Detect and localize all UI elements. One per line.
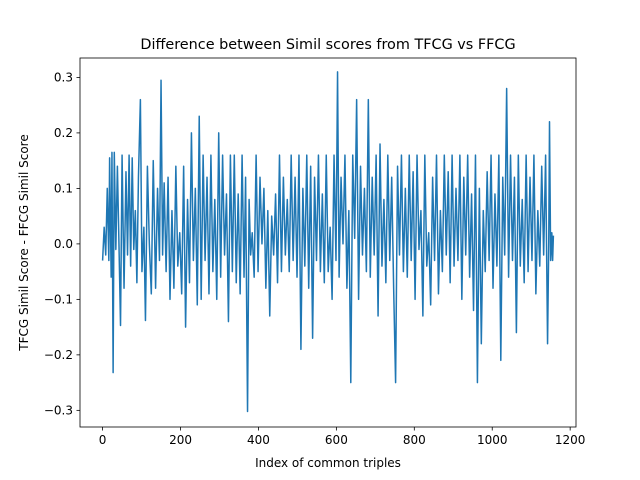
plot-frame xyxy=(79,57,577,428)
y-tick-label: 0.1 xyxy=(54,181,73,195)
y-axis-ticks: −0.3 −0.2 −0.1 0.0 0.1 0.2 0.3 xyxy=(44,70,80,417)
x-tick-label: 0 xyxy=(99,433,107,447)
y-tick-label: 0.3 xyxy=(54,70,73,84)
x-tick-label: 800 xyxy=(403,433,426,447)
y-tick-label: 0.0 xyxy=(54,237,73,251)
x-axis-ticks: 0 200 400 600 800 1000 1200 xyxy=(99,427,586,447)
x-axis-label: Index of common triples xyxy=(255,456,401,470)
y-tick-label: −0.1 xyxy=(44,292,73,306)
y-tick-label: −0.2 xyxy=(44,348,73,362)
x-tick-label: 1000 xyxy=(477,433,508,447)
x-tick-label: 400 xyxy=(247,433,270,447)
series-layer xyxy=(101,71,555,413)
x-tick-label: 200 xyxy=(169,433,192,447)
chart-title: Difference between Simil scores from TFC… xyxy=(140,37,515,53)
series-line-0 xyxy=(101,71,555,413)
y-axis-label: TFCG Simil Score - FFCG Simil Score xyxy=(17,134,31,351)
x-tick-label: 600 xyxy=(325,433,348,447)
y-tick-label: −0.3 xyxy=(44,403,73,417)
y-tick-label: 0.2 xyxy=(54,126,73,140)
x-tick-label: 1200 xyxy=(555,433,586,447)
